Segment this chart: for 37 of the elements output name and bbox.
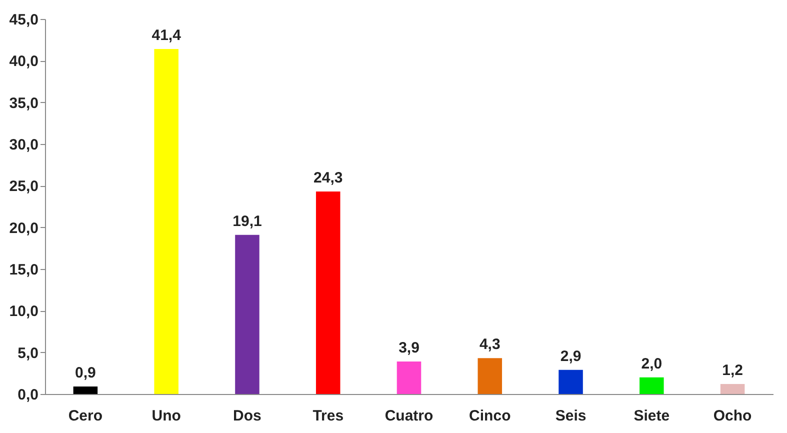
y-tick-label: 45,0 — [9, 12, 38, 28]
y-tick-label: 25,0 — [9, 178, 38, 196]
bar — [316, 192, 340, 394]
bar — [640, 377, 664, 394]
data-label: 2,0 — [641, 355, 662, 372]
bar — [558, 370, 583, 394]
data-label: 41,4 — [152, 27, 182, 44]
bar — [396, 362, 422, 394]
y-tick-label: 30,0 — [9, 136, 38, 154]
bar — [73, 386, 98, 394]
x-tick-label: Siete — [634, 408, 670, 424]
bar — [154, 49, 178, 394]
y-tick-label: 35,0 — [9, 94, 38, 112]
y-tick-label: 15,0 — [9, 262, 38, 278]
x-tick-label: Ocho — [713, 408, 752, 424]
x-tick-label: Dos — [233, 408, 262, 424]
y-tick-label: 10,0 — [9, 303, 38, 320]
data-label: 24,3 — [314, 170, 343, 186]
data-label: 4,3 — [479, 336, 500, 354]
y-tick-label: 40,0 — [9, 53, 38, 70]
bar — [720, 384, 745, 394]
data-label: 0,9 — [75, 364, 96, 382]
x-tick-label: Cinco — [469, 408, 511, 424]
data-label: 1,2 — [722, 362, 743, 379]
y-tick-label: 5,0 — [18, 344, 38, 362]
y-tick-label: 0,0 — [18, 386, 38, 404]
data-label: 19,1 — [232, 212, 262, 230]
data-label: 3,9 — [398, 340, 420, 356]
x-tick-label: Uno — [152, 408, 181, 424]
x-tick-label: Tres — [312, 408, 344, 424]
y-tick-label: 20,0 — [9, 220, 38, 237]
bar — [235, 234, 260, 394]
x-tick-label: Cuatro — [384, 408, 434, 424]
x-tick-label: Seis — [555, 408, 586, 424]
bar — [478, 358, 502, 394]
x-tick-label: Cero — [68, 408, 103, 424]
data-label: 2,9 — [560, 348, 582, 365]
